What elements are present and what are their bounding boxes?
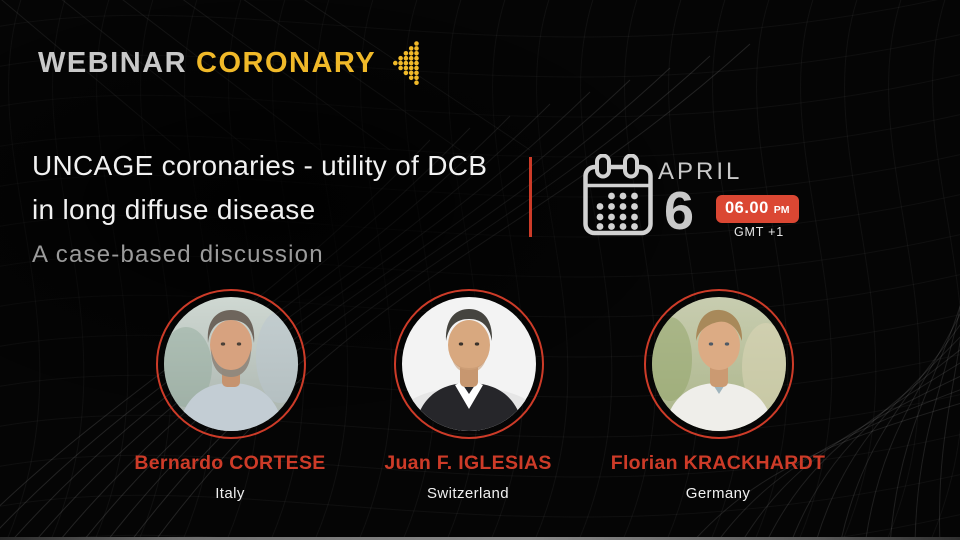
speaker-photo-iglesias bbox=[402, 297, 536, 431]
red-divider bbox=[529, 157, 532, 237]
speaker-caption: Florian KRACKHARDT Germany bbox=[578, 452, 858, 502]
speaker-name: Juan F. IGLESIAS bbox=[384, 452, 552, 474]
time-badge: 06.00 PM bbox=[716, 195, 799, 223]
speaker-caption: Bernardo CORTESE Italy bbox=[90, 452, 370, 502]
brand-title: WEBINAR CORONARY bbox=[38, 46, 377, 79]
brand-secondary-label: CORONARY bbox=[196, 46, 377, 79]
speaker-photo-ring bbox=[644, 289, 794, 439]
dot-arrow-icon bbox=[393, 41, 419, 85]
speaker-country: Italy bbox=[215, 485, 245, 502]
title-line-1: UNCAGE coronaries - utility of DCB bbox=[32, 150, 488, 181]
speaker-caption: Juan F. IGLESIAS Switzerland bbox=[328, 452, 608, 502]
speaker-name: Florian KRACKHARDT bbox=[610, 452, 826, 474]
subtitle: A case-based discussion bbox=[32, 241, 324, 268]
speaker-photo-ring bbox=[394, 289, 544, 439]
title-block: UNCAGE coronaries - utility of DCB in lo… bbox=[32, 144, 487, 269]
time-meridiem: PM bbox=[773, 204, 790, 216]
brand-header: WEBINAR CORONARY bbox=[38, 40, 421, 86]
event-month: APRIL bbox=[658, 158, 743, 185]
speaker-photo-cortese bbox=[164, 297, 298, 431]
speaker-country: Switzerland bbox=[427, 485, 509, 502]
title-line-2: in long diffuse disease bbox=[32, 194, 316, 225]
speaker-name: Bernardo CORTESE bbox=[134, 452, 326, 474]
speaker-photo-krackhardt bbox=[652, 297, 786, 431]
speaker-country: Germany bbox=[685, 485, 751, 502]
event-day: 6 bbox=[664, 181, 695, 241]
bottom-edge-strip bbox=[0, 537, 960, 540]
timezone-label: GMT +1 bbox=[733, 225, 785, 239]
brand-primary-label: WEBINAR bbox=[38, 46, 188, 79]
calendar-icon bbox=[583, 154, 653, 236]
speaker-photo-ring bbox=[156, 289, 306, 439]
time-value: 06.00 bbox=[725, 199, 769, 217]
